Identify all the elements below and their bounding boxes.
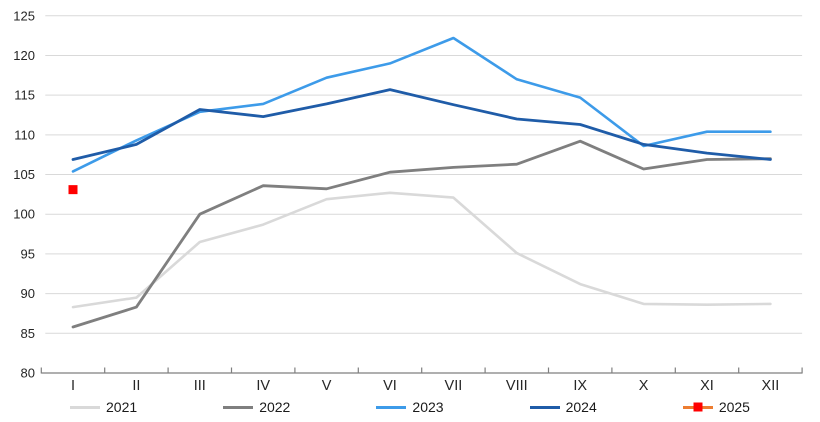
series-2021-line — [71, 191, 772, 309]
x-tick-label-IX: IX — [573, 378, 587, 392]
y-tick-label-125: 125 — [13, 8, 35, 23]
y-tick-label-95: 95 — [21, 246, 35, 261]
legend-marker-2025 — [693, 402, 703, 412]
x-tick-label-X: X — [639, 378, 649, 392]
x-tick-label-XI: XI — [700, 378, 714, 392]
y-tick-label-120: 120 — [13, 48, 35, 63]
legend-item-2021: 2021 — [70, 400, 137, 414]
x-tick-label-III: III — [194, 378, 206, 392]
legend-swatch-2021 — [70, 405, 100, 409]
x-tick-label-VII: VII — [445, 378, 463, 392]
legend-item-2023: 2023 — [376, 399, 444, 415]
series-2024-line — [71, 88, 772, 161]
legend-swatch-2025 — [682, 402, 713, 412]
legend-item-2022: 2022 — [223, 400, 290, 414]
legend-label-2022: 2022 — [259, 399, 291, 415]
x-tick-label-IV: IV — [256, 378, 270, 392]
x-tick-label-I: I — [71, 378, 75, 392]
legend-item-2024: 2024 — [529, 399, 597, 415]
x-tick-label-V: V — [322, 378, 332, 392]
y-tick-label-110: 110 — [14, 127, 35, 142]
legend-label-2023: 2023 — [412, 399, 444, 415]
y-tick-label-105: 105 — [13, 167, 35, 182]
series-2022-line — [71, 139, 772, 329]
x-tick-label-VI: VI — [383, 378, 397, 392]
y-tick-label-80: 80 — [21, 366, 35, 381]
legend-swatch-2024 — [529, 405, 560, 409]
legend-label-2024: 2024 — [565, 399, 597, 415]
series-2023-line — [71, 36, 772, 173]
y-tick-label-85: 85 — [21, 326, 35, 341]
series-2025-marker — [68, 185, 78, 195]
legend-label-2021: 2021 — [106, 399, 138, 415]
legend-swatch-2022 — [223, 405, 254, 409]
legend-label-2025: 2025 — [718, 399, 750, 415]
chart-legend: 2021 2022 2023 2024 2025 — [0, 394, 820, 420]
legend-item-2025: 2025 — [682, 399, 750, 415]
x-tick-label-XII: XII — [762, 378, 780, 392]
x-tick-label-II: II — [132, 378, 140, 392]
legend-swatch-2023 — [376, 405, 407, 409]
y-tick-label-90: 90 — [21, 286, 35, 301]
y-tick-label-100: 100 — [13, 207, 35, 222]
x-tick-label-VIII: VIII — [506, 378, 528, 392]
y-tick-label-115: 115 — [14, 88, 35, 103]
